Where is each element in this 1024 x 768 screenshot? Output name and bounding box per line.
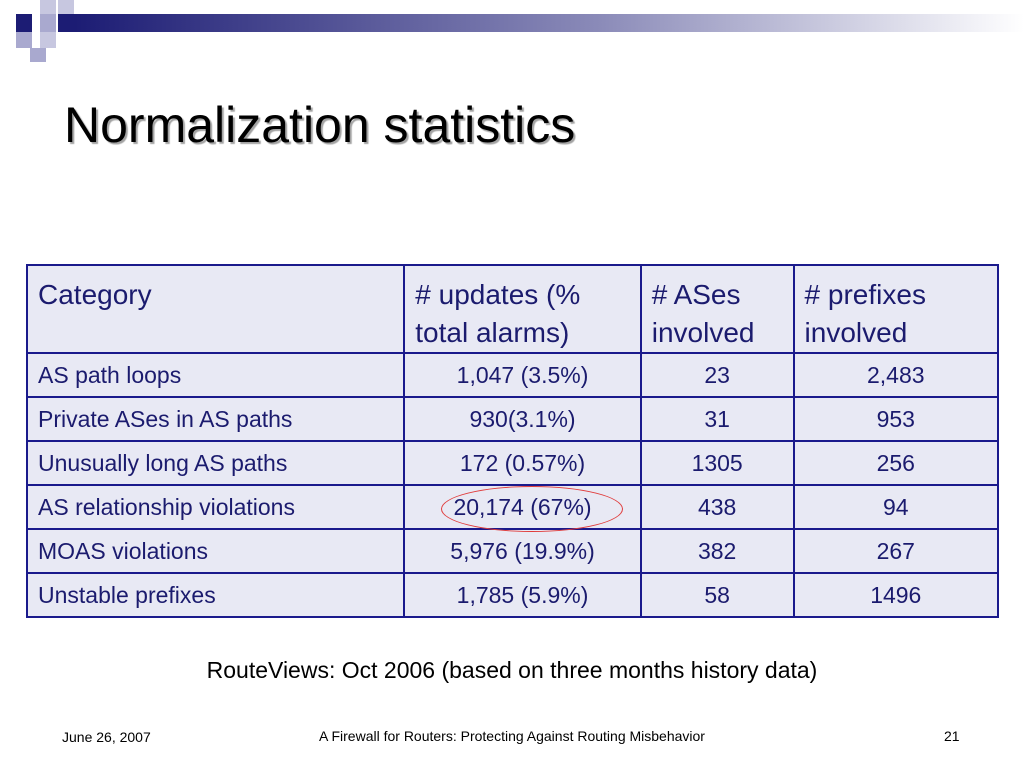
cell-category: MOAS violations xyxy=(25,528,406,574)
cell-prefixes: 953 xyxy=(792,396,1000,442)
decor-square xyxy=(40,14,56,32)
header-category: Category xyxy=(25,264,406,354)
cell-updates-circled: 20,174 (67%) xyxy=(403,484,642,532)
circled-value: 20,174 (67%) xyxy=(441,485,624,532)
cell-prefixes: 2,483 xyxy=(792,352,1000,398)
slide-number: 21 xyxy=(944,728,960,744)
table-caption: RouteViews: Oct 2006 (based on three mon… xyxy=(206,657,818,683)
header-ases: # ASes involved xyxy=(639,264,795,354)
header-gradient-bar xyxy=(74,14,1024,32)
table-row: Private ASes in AS paths 930(3.1%) 31 95… xyxy=(25,396,1000,442)
normalization-stats-table: Category # updates (% total alarms) # AS… xyxy=(25,264,1000,618)
cell-prefixes: 267 xyxy=(792,528,1000,574)
table-row: Unstable prefixes 1,785 (5.9%) 58 1496 xyxy=(25,572,1000,618)
cell-category: Private ASes in AS paths xyxy=(25,396,406,442)
cell-prefixes: 94 xyxy=(792,484,1000,530)
header-updates: # updates (% total alarms) xyxy=(403,264,642,354)
cell-ases: 382 xyxy=(639,528,795,574)
cell-ases: 31 xyxy=(639,396,795,442)
decor-square xyxy=(58,14,74,32)
cell-updates: 930(3.1%) xyxy=(403,396,642,442)
table-row: Unusually long AS paths 172 (0.57%) 1305… xyxy=(25,440,1000,486)
decor-square xyxy=(16,14,32,32)
decor-square xyxy=(40,0,56,14)
cell-ases: 58 xyxy=(639,572,795,618)
cell-updates: 1,785 (5.9%) xyxy=(403,572,642,618)
cell-ases: 23 xyxy=(639,352,795,398)
decor-square xyxy=(30,48,46,62)
header-decoration xyxy=(16,0,1024,62)
cell-category: AS path loops xyxy=(25,352,406,398)
table-row: AS relationship violations 20,174 (67%) … xyxy=(25,484,1000,532)
cell-updates: 172 (0.57%) xyxy=(403,440,642,486)
cell-updates: 1,047 (3.5%) xyxy=(403,352,642,398)
cell-ases: 438 xyxy=(639,484,795,530)
circled-value-text: 20,174 (67%) xyxy=(453,493,592,520)
cell-category: Unstable prefixes xyxy=(25,572,406,618)
footer-date: June 26, 2007 xyxy=(62,729,151,745)
cell-category: AS relationship violations xyxy=(25,484,406,530)
decor-square xyxy=(58,0,74,14)
table-row: MOAS violations 5,976 (19.9%) 382 267 xyxy=(25,528,1000,574)
cell-ases: 1305 xyxy=(639,440,795,486)
table-row: AS path loops 1,047 (3.5%) 23 2,483 xyxy=(25,352,1000,398)
footer-title: A Firewall for Routers: Protecting Again… xyxy=(319,728,705,744)
slide-title: Normalization statistics xyxy=(64,97,576,153)
decor-square xyxy=(40,32,56,48)
cell-category: Unusually long AS paths xyxy=(25,440,406,486)
cell-prefixes: 1496 xyxy=(792,572,1000,618)
table-header-row: Category # updates (% total alarms) # AS… xyxy=(25,264,1000,354)
header-prefixes: # prefixes involved xyxy=(792,264,1000,354)
decor-square xyxy=(16,32,32,48)
cell-updates: 5,976 (19.9%) xyxy=(403,528,642,574)
cell-prefixes: 256 xyxy=(792,440,1000,486)
